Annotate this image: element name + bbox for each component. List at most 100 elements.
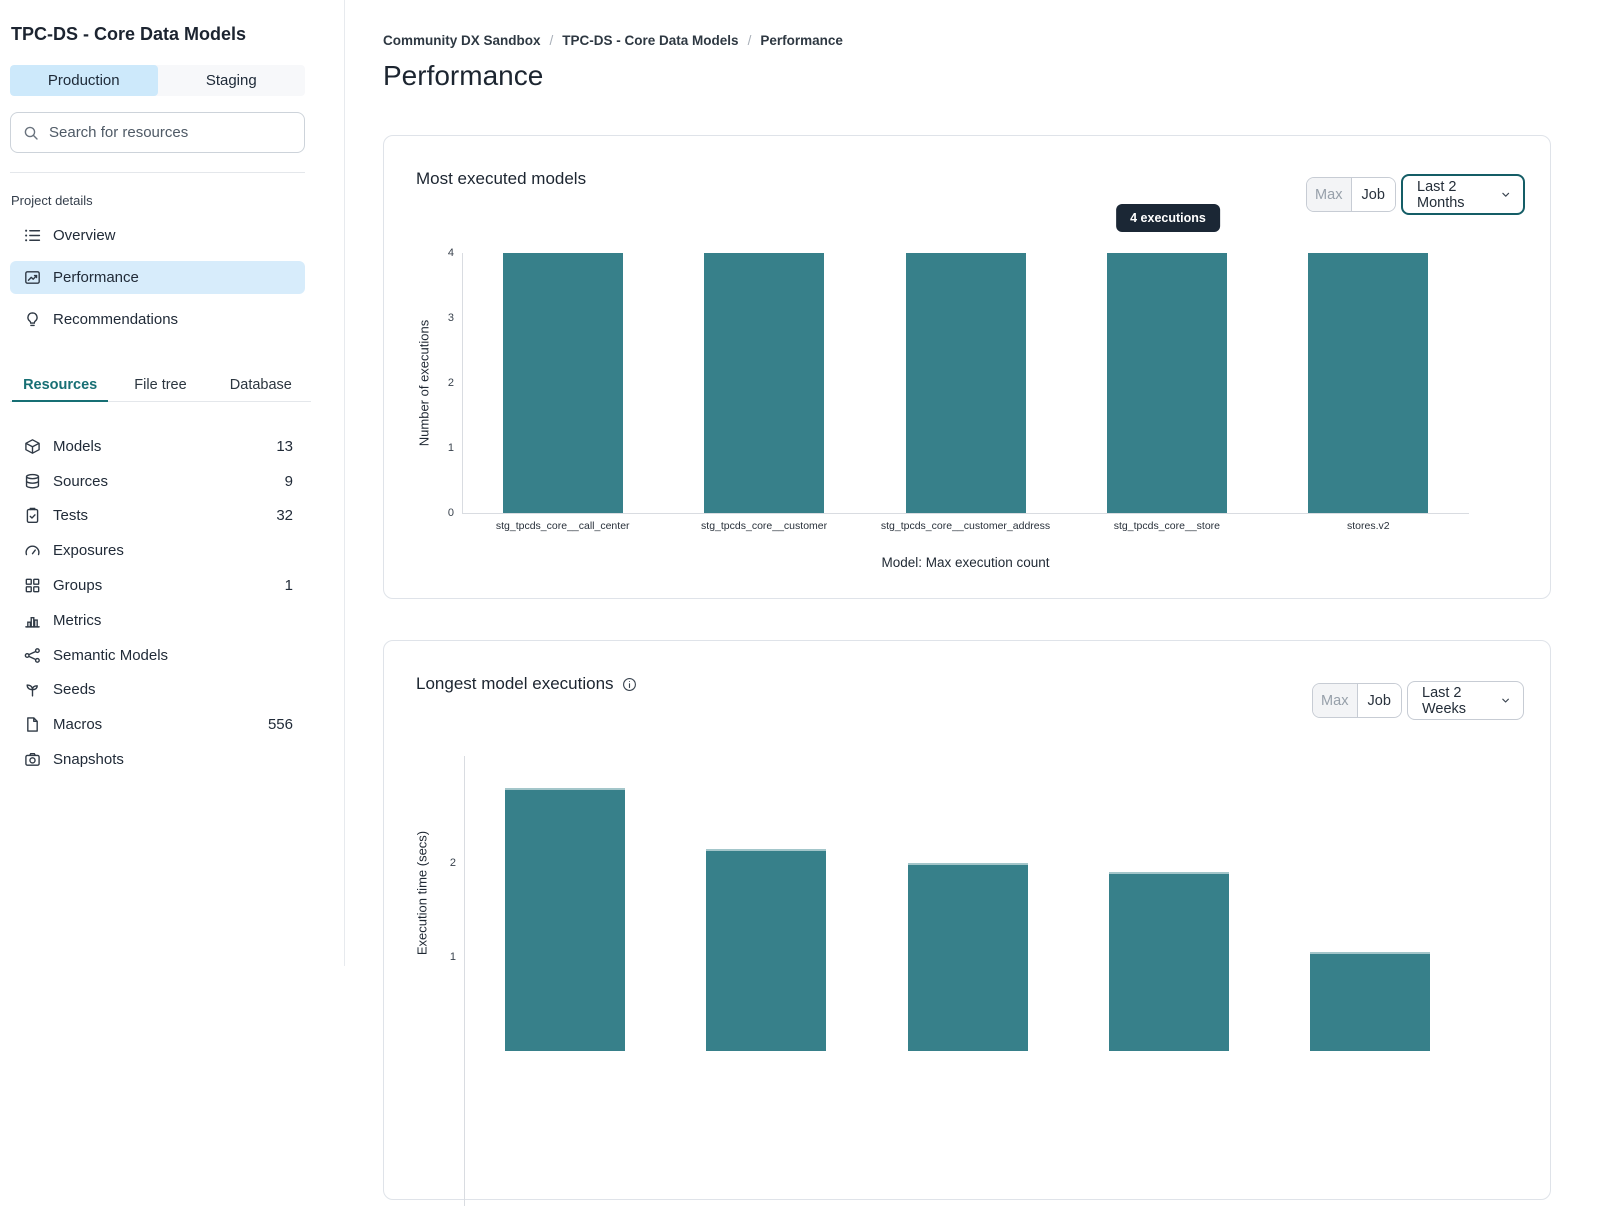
resource-label: Macros [53,716,103,734]
search-input[interactable] [49,124,292,141]
project-title: TPC-DS - Core Data Models [11,24,247,44]
page-title: Performance [383,60,544,91]
resource-label: Seeds [53,681,96,699]
resource-row-models[interactable]: Models 13 [10,429,311,464]
x-tick-label: stg_tpcds_core__customer [701,520,828,532]
project-nav: Overview Performance Recommendations [10,219,305,345]
max-button[interactable]: Max [1307,178,1351,211]
sidebar-item-label: Recommendations [53,311,179,328]
y-tick-label: 4 [447,247,454,259]
bar[interactable] [502,253,623,513]
resource-label: Tests [53,507,89,525]
chevron-down-icon [1500,694,1511,708]
env-tab-staging[interactable]: Staging [205,72,257,89]
card-title: Longest model executions [416,674,637,694]
y-tick-label: 2 [449,857,456,869]
card-title-text: Longest model executions [416,674,614,693]
chevron-down-icon [1500,188,1511,202]
longest-model-executions-card: Longest model executions Max Job Last 2 … [383,640,1551,1206]
bar[interactable] [907,863,1028,1051]
resource-count: 32 [276,507,293,525]
info-icon[interactable] [622,677,637,692]
bar[interactable] [704,253,825,513]
bar[interactable] [905,253,1026,513]
resource-label: Groups [53,577,103,595]
time-range-value: Last 2 Weeks [1422,684,1467,717]
resource-count: 9 [284,472,293,490]
bar[interactable] [1108,872,1229,1051]
resource-label: Semantic Models [53,646,169,664]
breadcrumb-item[interactable]: TPC-DS - Core Data Models [562,33,739,48]
resource-label: Exposures [53,542,124,560]
resource-row-macros[interactable]: Macros 556 [10,707,311,742]
bar[interactable] [504,787,625,1051]
job-button[interactable]: Job [1350,178,1395,211]
breadcrumb-item[interactable]: Community DX Sandbox [383,33,541,48]
camera-icon [24,751,41,768]
resource-label: Sources [53,472,109,490]
tab-resources[interactable]: Resources [10,368,110,402]
breadcrumb-separator: / [549,33,554,48]
env-tab-production[interactable]: Production [10,65,158,96]
seedling-icon [24,681,41,698]
breadcrumb: Community DX Sandbox / TPC-DS - Core Data … [383,33,843,48]
resource-label: Snapshots [53,751,124,769]
y-tick-label: 3 [447,312,454,324]
resource-tabs: Resources File tree Database [10,368,311,402]
resource-row-metrics[interactable]: Metrics [10,603,311,638]
tab-file-tree[interactable]: File tree [134,376,187,393]
bar[interactable] [1106,253,1227,513]
most-executed-models-card: Most executed models Max Job Last 2 Mont… [383,135,1551,599]
y-axis-title: Execution time (secs) [414,830,430,956]
x-axis-line [462,513,1469,514]
grid-icon [24,577,41,594]
sidebar-item-overview[interactable]: Overview [10,219,305,252]
document-icon [24,716,41,733]
search-icon [23,125,39,141]
resource-row-snapshots[interactable]: Snapshots [10,742,311,777]
resource-row-semantic-models[interactable]: Semantic Models [10,638,311,673]
aggregation-toggle: Max Job [1306,177,1396,212]
y-axis-line [462,253,463,513]
lightbulb-icon [24,311,41,328]
sidebar-item-label: Overview [53,227,116,244]
breadcrumb-item: Performance [760,33,843,48]
chart-tooltip: 4 executions [1116,204,1220,232]
sidebar-item-recommendations[interactable]: Recommendations [10,303,305,336]
chart-line-icon [24,269,41,286]
list-icon [24,227,41,244]
resource-label: Metrics [53,611,102,629]
time-range-dropdown[interactable]: Last 2 Months [1401,174,1525,215]
resource-row-groups[interactable]: Groups 1 [10,568,311,603]
most-executed-models-chart: 0 1 2 3 4 Number of executions stg_tpcds_core_… [417,247,1469,570]
time-range-dropdown[interactable]: Last 2 Weeks [1407,681,1524,720]
semantic-nodes-icon [24,647,41,664]
bar[interactable] [1310,952,1431,1051]
resource-row-tests[interactable]: Tests 32 [10,499,311,534]
resource-row-sources[interactable]: Sources 9 [10,464,311,499]
card-title: Most executed models [416,169,586,189]
environment-toggle: Production Staging [10,65,305,96]
y-axis-line [464,756,465,1206]
y-tick-label: 2 [447,377,454,389]
sidebar-item-performance[interactable]: Performance [10,261,305,294]
clipboard-check-icon [24,507,41,524]
time-range-value: Last 2 Months [1417,178,1465,211]
resource-list: Models 13 Sources 9 Tests 32 Exposures Groups 1 M… [10,429,311,777]
x-tick-label: stg_tpcds_core__customer_address [880,520,1051,532]
resource-count: 13 [276,437,293,455]
bar[interactable] [1308,253,1429,513]
aggregation-toggle: Max Job [1312,683,1402,718]
tab-database[interactable]: Database [229,376,292,393]
resource-row-seeds[interactable]: Seeds [10,673,311,708]
bar[interactable] [706,848,827,1051]
gauge-icon [24,542,41,559]
resource-row-exposures[interactable]: Exposures [10,533,311,568]
x-tick-label: stg_tpcds_core__call_center [495,520,630,532]
x-axis-title: Model: Max execution count [881,555,1050,570]
sidebar-divider [10,172,305,173]
sidebar: TPC-DS - Core Data Models Production Stag… [0,0,345,966]
job-button[interactable]: Job [1356,684,1401,717]
resource-count: 1 [284,577,293,595]
max-button[interactable]: Max [1313,684,1357,717]
